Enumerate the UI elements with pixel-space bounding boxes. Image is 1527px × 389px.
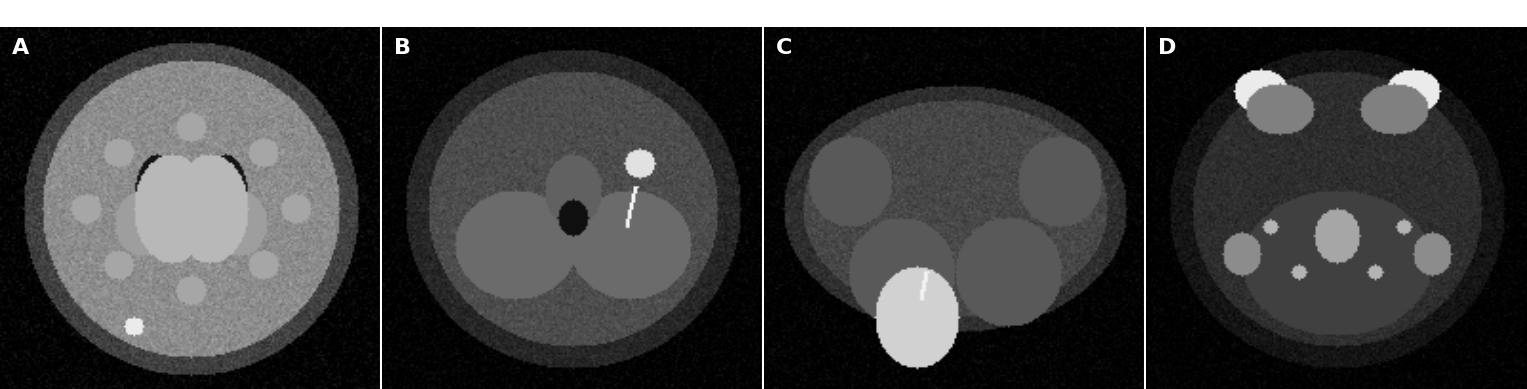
Text: B: B xyxy=(394,38,411,58)
Text: A: A xyxy=(11,38,29,58)
Text: D: D xyxy=(1157,38,1176,58)
Text: C: C xyxy=(776,38,793,58)
